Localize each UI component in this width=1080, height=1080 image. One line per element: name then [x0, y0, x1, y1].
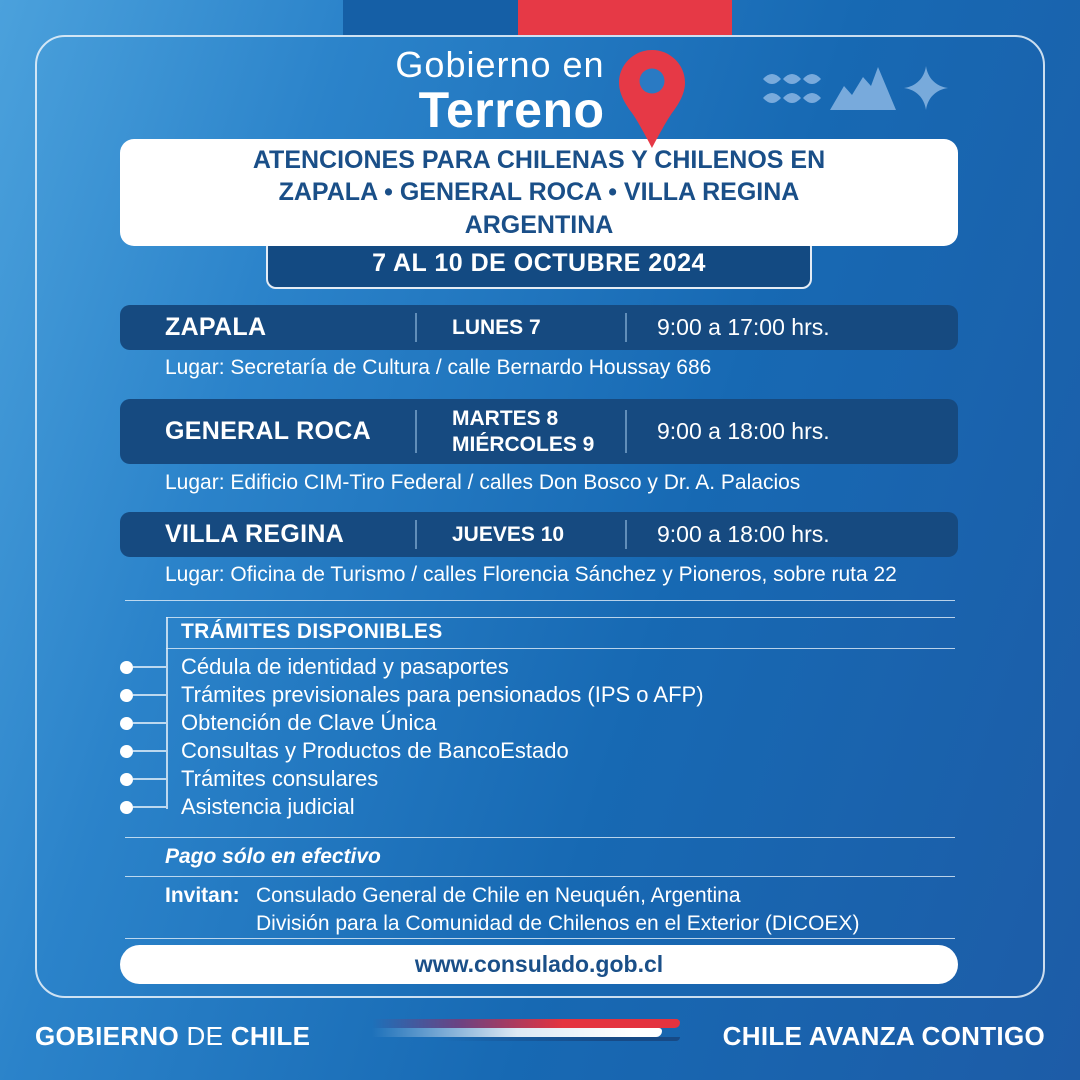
deco-sparkle-icon: [904, 66, 948, 110]
bullet-connector: [133, 722, 166, 724]
column-divider: [625, 312, 627, 343]
column-divider: [415, 312, 417, 343]
deco-dots-icon: [763, 70, 821, 108]
location-label: Lugar: Edificio CIM-Tiro Federal / calle…: [165, 471, 801, 494]
bullet-dot-icon: [120, 660, 133, 674]
bullet-connector: [133, 778, 166, 780]
bullet-connector: [133, 750, 166, 752]
swoosh-navy-stripe: [442, 1037, 680, 1041]
day-label: JUEVES 10: [452, 522, 565, 546]
program-title-light: Gobierno en: [395, 44, 605, 85]
section-divider: [125, 600, 955, 601]
invitation-label: Invitan:: [165, 884, 240, 907]
bullet-dot-icon: [120, 800, 133, 814]
invitation-line: Consulado General de Chile en Neuquén, A…: [256, 884, 741, 907]
footer-word-de: DE: [186, 1021, 224, 1051]
service-item: Trámites previsionales para pensionados …: [120, 681, 704, 709]
bullet-dot-icon: [120, 716, 133, 730]
service-item: Consultas y Productos de BancoEstado: [120, 737, 704, 765]
website-bar[interactable]: www.consulado.gob.cl: [120, 945, 958, 984]
swoosh-red-stripe: [372, 1019, 680, 1028]
program-title-text: Gobierno en Terreno: [395, 46, 604, 136]
footer-flag-swoosh: [372, 1019, 680, 1045]
city-label: GENERAL ROCA: [165, 417, 371, 445]
payment-rule-top: [125, 837, 955, 838]
event-banner-line3: ARGENTINA: [464, 210, 614, 239]
event-banner-line2: ZAPALA • GENERAL ROCA • VILLA REGINA: [278, 178, 800, 207]
program-title-bold: Terreno: [418, 81, 605, 138]
swoosh-white-stripe: [372, 1028, 662, 1037]
service-item: Cédula de identidad y pasaportes: [120, 653, 704, 681]
location-pin-icon: [618, 50, 685, 148]
footer-word-gobierno: GOBIERNO: [35, 1021, 179, 1051]
payment-rule-bottom: [125, 876, 955, 877]
city-label: VILLA REGINA: [165, 520, 345, 548]
city-label: ZAPALA: [165, 313, 267, 341]
services-title-rule-top: [166, 617, 955, 618]
schedule-row-zapala: ZAPALA LUNES 7 9:00 a 17:00 hrs.: [120, 305, 958, 350]
day-label: MARTES 8 MIÉRCOLES 9: [452, 407, 595, 456]
services-bracket-line: [166, 617, 168, 809]
bullet-connector: [133, 694, 166, 696]
service-item: Obtención de Clave Única: [120, 709, 704, 737]
day-label: LUNES 7: [452, 315, 541, 339]
footer-slogan: CHILE AVANZA CONTIGO: [722, 1021, 1045, 1051]
column-divider: [415, 410, 417, 453]
hours-label: 9:00 a 18:00 hrs.: [657, 418, 830, 444]
service-item: Trámites consulares: [120, 765, 704, 793]
invitation-line: División para la Comunidad de Chilenos e…: [256, 912, 860, 935]
footer-word-chile: CHILE: [230, 1021, 311, 1051]
footer-government-logo: GOBIERNO DE CHILE: [35, 1021, 310, 1052]
schedule-row-villa-regina: VILLA REGINA JUEVES 10 9:00 a 18:00 hrs.: [120, 512, 958, 557]
hours-label: 9:00 a 18:00 hrs.: [657, 521, 830, 547]
deco-mountains-icon: [830, 64, 896, 110]
schedule-row-general-roca: GENERAL ROCA MARTES 8 MIÉRCOLES 9 9:00 a…: [120, 399, 958, 464]
top-strip-red-accent: [518, 0, 732, 35]
services-list: Cédula de identidad y pasaportes Trámite…: [120, 653, 704, 821]
content-card: [35, 35, 1045, 998]
program-title: Gobierno en Terreno: [0, 46, 1080, 148]
bullet-connector: [133, 806, 166, 808]
services-title-rule-bottom: [166, 648, 955, 649]
location-label: Lugar: Secretaría de Cultura / calle Ber…: [165, 356, 712, 379]
event-banner: ATENCIONES PARA CHILENAS Y CHILENOS EN Z…: [120, 139, 958, 246]
payment-note: Pago sólo en efectivo: [165, 845, 381, 868]
service-item: Asistencia judicial: [120, 793, 704, 821]
services-title: TRÁMITES DISPONIBLES: [181, 620, 443, 643]
bullet-dot-icon: [120, 744, 133, 758]
column-divider: [625, 519, 627, 550]
location-label: Lugar: Oficina de Turismo / calles Flore…: [165, 563, 897, 586]
bullet-dot-icon: [120, 688, 133, 702]
hours-label: 9:00 a 17:00 hrs.: [657, 314, 830, 340]
bullet-connector: [133, 666, 166, 668]
event-banner-line1: ATENCIONES PARA CHILENAS Y CHILENOS EN: [252, 145, 826, 174]
top-strip-blue-accent: [343, 0, 518, 35]
bullet-dot-icon: [120, 772, 133, 786]
column-divider: [625, 410, 627, 453]
column-divider: [415, 519, 417, 550]
invitation-rule-bottom: [125, 938, 955, 939]
